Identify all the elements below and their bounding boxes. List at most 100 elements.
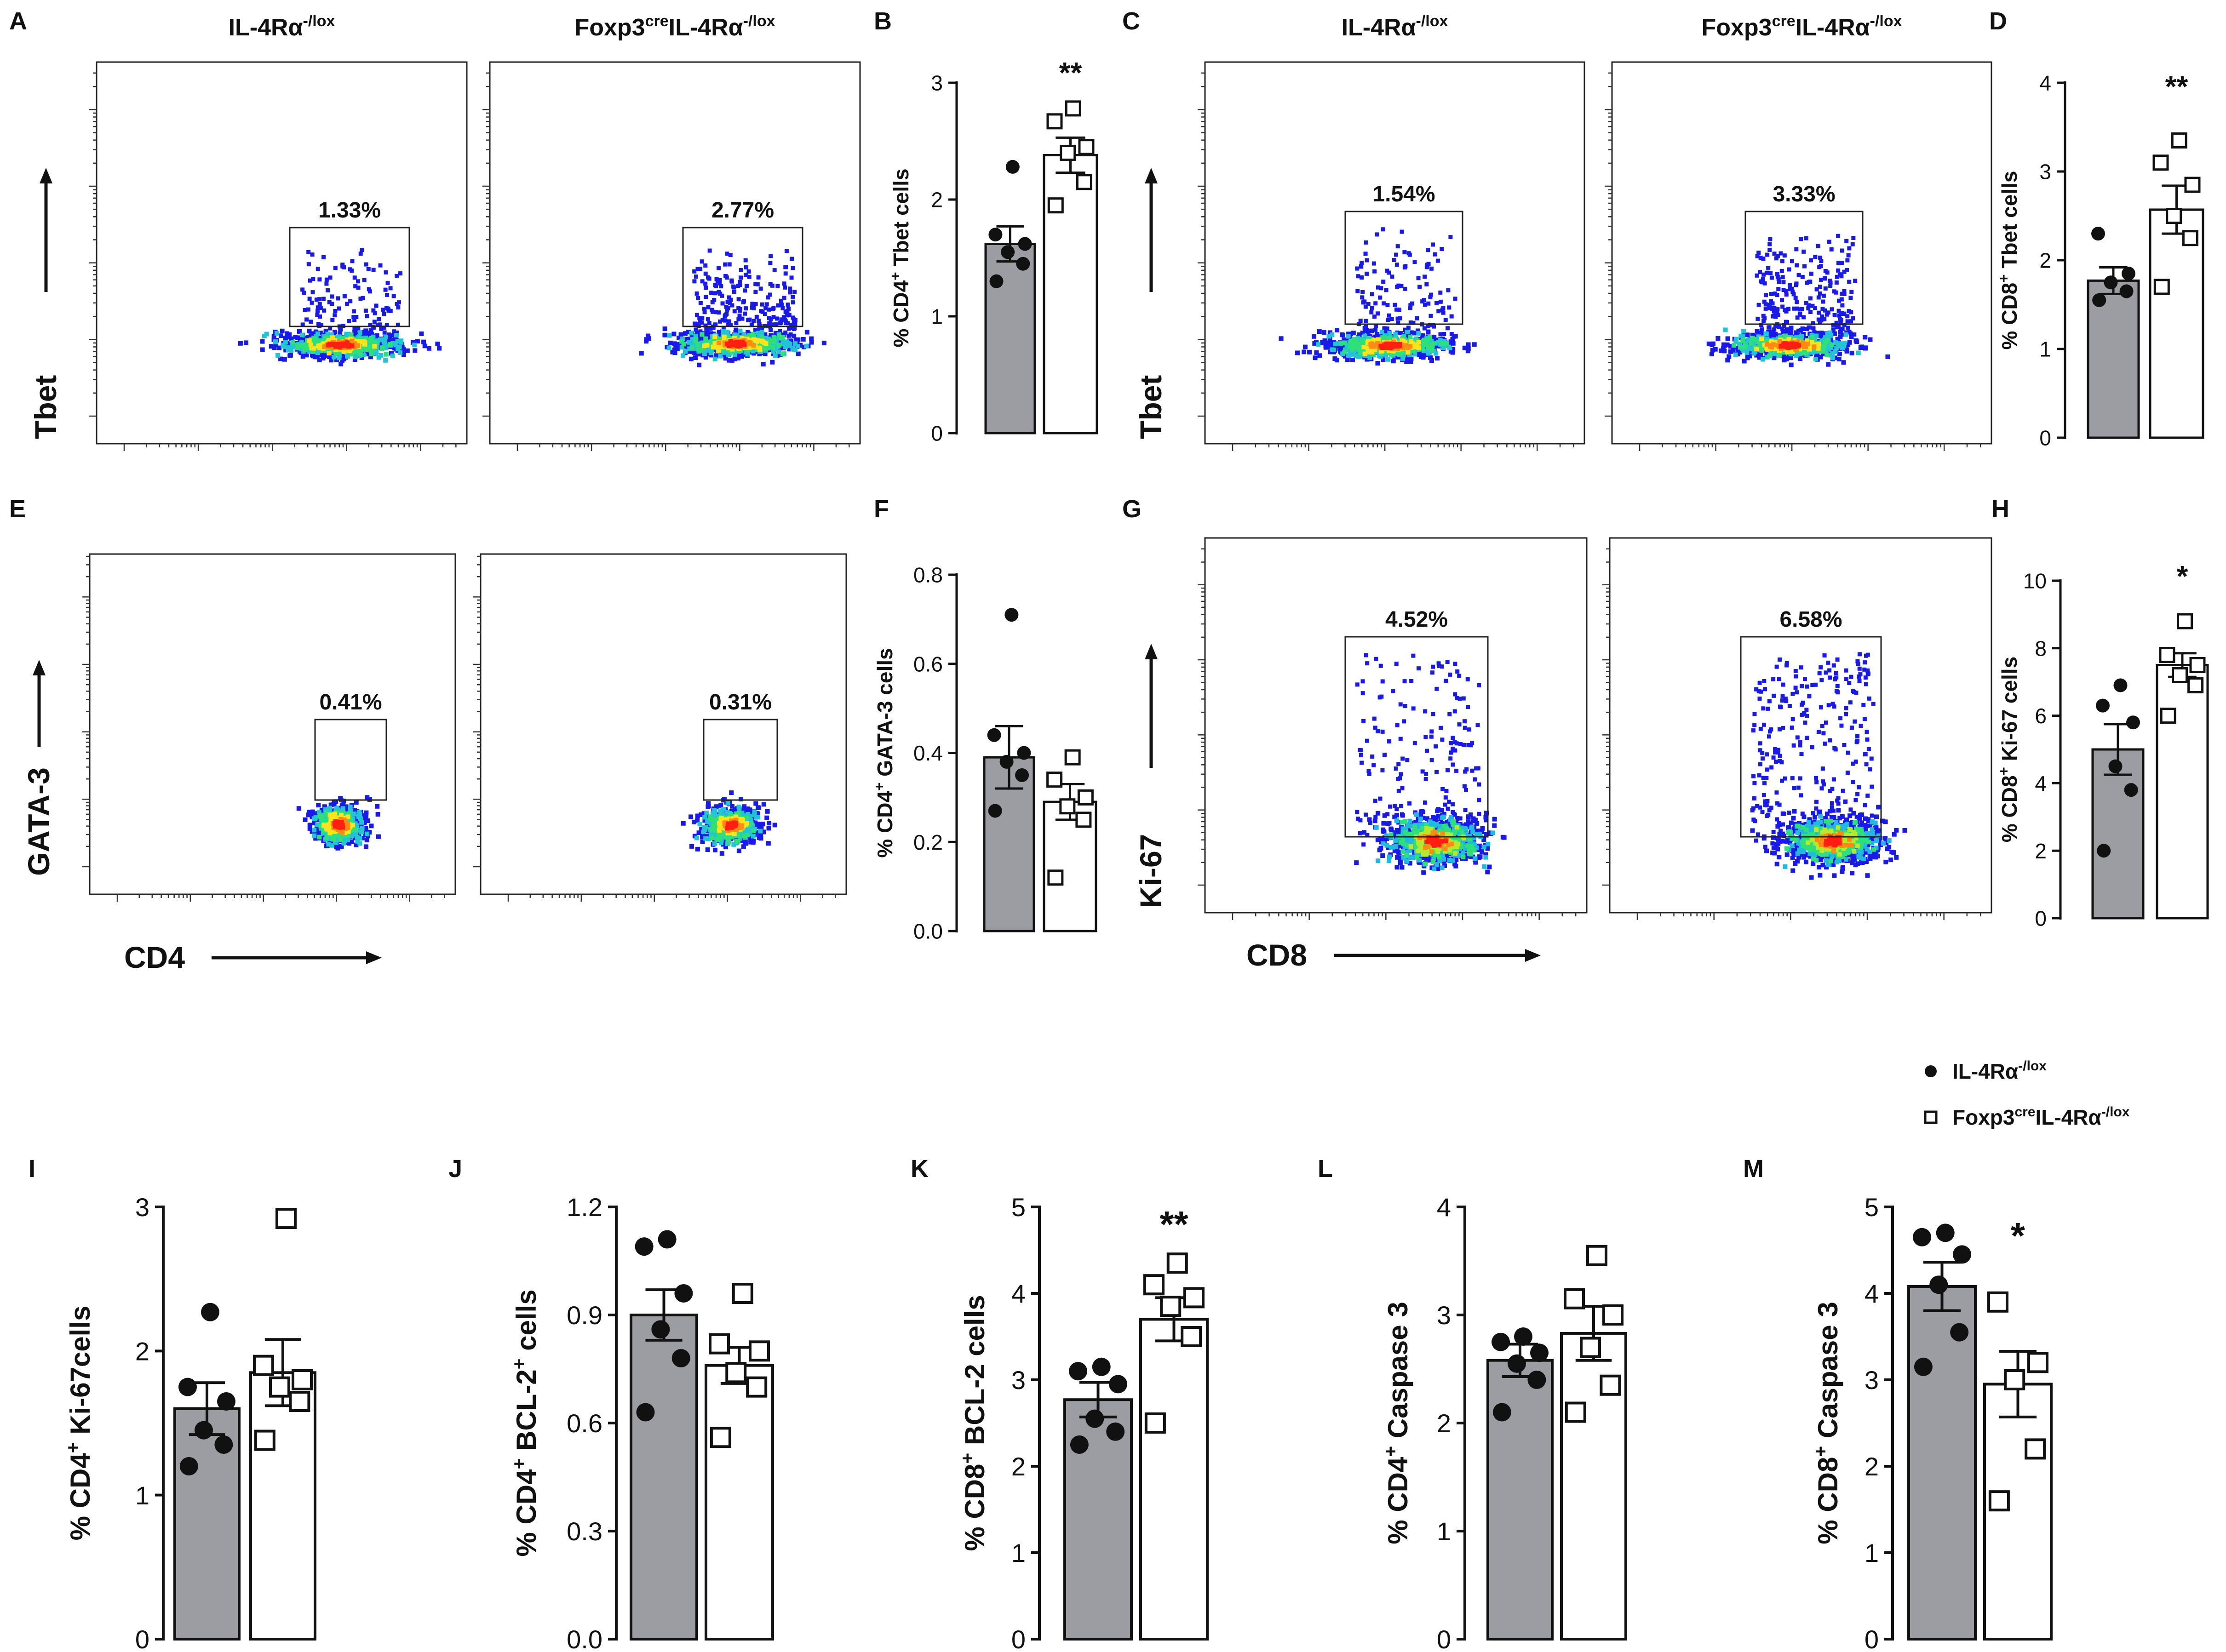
event-dot <box>1834 320 1839 325</box>
event-dot <box>1279 336 1284 341</box>
event-dot <box>1713 347 1718 352</box>
event-dot <box>1387 313 1391 318</box>
event-dot <box>1414 342 1419 347</box>
event-dot <box>1400 345 1406 350</box>
event-dot <box>692 279 697 284</box>
event-dot <box>1440 247 1444 252</box>
event-dot <box>672 350 677 355</box>
event-dot <box>1320 340 1325 345</box>
event-dot <box>1330 332 1335 337</box>
event-dot <box>1837 298 1842 303</box>
event-dot <box>300 354 305 359</box>
flow-plot-title: Foxp3creIL-4Rα-/lox <box>574 12 775 41</box>
event-dot <box>781 342 786 347</box>
event-dot <box>377 317 381 321</box>
event-dot <box>326 288 330 292</box>
event-dot <box>1775 310 1779 314</box>
event-dot <box>801 337 806 342</box>
event-dot <box>821 340 826 345</box>
event-dot <box>729 297 733 302</box>
event-dot <box>1851 236 1856 240</box>
event-dot <box>1725 342 1730 347</box>
event-dot <box>1805 280 1809 285</box>
event-dot <box>1754 353 1759 358</box>
event-dot <box>1360 275 1364 280</box>
event-dot <box>729 323 733 327</box>
event-dot <box>738 307 742 312</box>
event-dot <box>1401 353 1406 358</box>
event-dot <box>1397 308 1401 312</box>
event-dot <box>301 343 306 349</box>
event-dot <box>741 299 746 303</box>
event-dot <box>316 305 320 310</box>
event-dot <box>275 353 281 358</box>
event-dot <box>338 331 343 336</box>
event-dot <box>1853 338 1859 343</box>
event-dot <box>1829 247 1834 252</box>
event-dot <box>1836 325 1841 330</box>
event-dot <box>779 320 783 325</box>
event-dot <box>1356 336 1361 341</box>
event-dot <box>289 348 294 353</box>
event-dot <box>1833 340 1838 345</box>
event-dot <box>696 352 701 357</box>
event-dot <box>667 333 672 338</box>
event-dot <box>1392 257 1396 262</box>
event-dot <box>720 301 725 306</box>
event-dot <box>1850 316 1855 320</box>
event-dot <box>1408 334 1413 339</box>
event-dot <box>725 299 730 304</box>
event-dot <box>1768 237 1773 241</box>
event-dot <box>1807 325 1812 330</box>
event-dot <box>1742 359 1747 364</box>
event-dot <box>397 344 402 349</box>
event-dot <box>1400 335 1406 340</box>
panel-letter-B: B <box>874 7 892 35</box>
event-dot <box>1400 229 1404 234</box>
event-dot <box>1804 236 1808 240</box>
event-dot <box>1793 330 1798 335</box>
event-dot <box>1350 347 1355 352</box>
event-dot <box>1370 306 1374 310</box>
event-dot <box>1395 316 1400 321</box>
event-dot <box>405 348 410 353</box>
flow-plot-A-1: 1.33%IL-4Rα-/lox <box>89 12 468 451</box>
event-dot <box>317 277 322 282</box>
event-dot <box>1409 348 1414 353</box>
event-dot <box>725 307 729 312</box>
event-dot <box>1782 324 1786 329</box>
event-dot <box>1448 235 1453 240</box>
event-dot <box>1794 352 1799 357</box>
event-dot <box>700 332 705 337</box>
event-dot <box>732 289 736 294</box>
event-dot <box>1820 307 1825 311</box>
event-dot <box>1435 356 1440 361</box>
event-dot <box>1760 327 1764 332</box>
event-dot <box>719 284 723 289</box>
event-dot <box>317 343 322 348</box>
event-dot <box>1840 261 1844 265</box>
event-dot <box>356 286 361 290</box>
event-dot <box>310 290 315 295</box>
event-dot <box>356 348 361 353</box>
event-dot <box>1737 341 1742 346</box>
event-dot <box>390 333 395 337</box>
event-dot <box>759 330 764 335</box>
event-dot <box>1389 317 1394 321</box>
event-dot <box>1370 292 1374 297</box>
event-dot <box>775 284 780 288</box>
event-dot <box>352 330 357 335</box>
event-dot <box>1379 330 1384 335</box>
event-dot <box>1369 310 1374 314</box>
event-dot <box>315 331 320 336</box>
event-dot <box>675 346 680 351</box>
event-dot <box>1859 344 1865 349</box>
event-dot <box>781 315 786 320</box>
event-dot <box>356 327 361 332</box>
event-dot <box>757 347 763 352</box>
event-dot <box>358 339 363 344</box>
event-dot <box>1755 273 1759 278</box>
event-dot <box>365 314 369 319</box>
event-dot <box>1849 310 1853 314</box>
event-dot <box>754 342 759 347</box>
